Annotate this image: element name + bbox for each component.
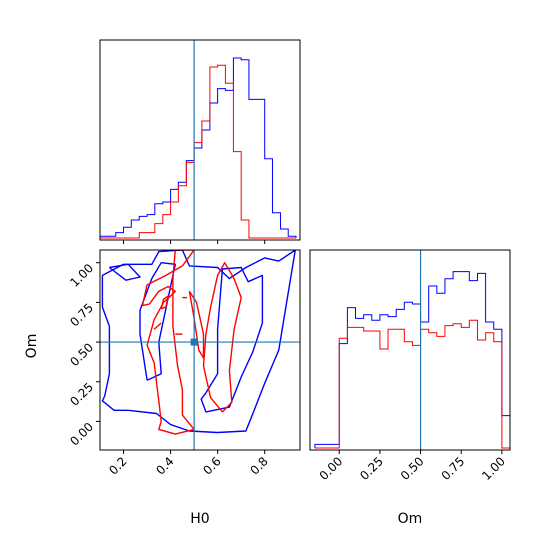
contour-line-blue [101,250,296,434]
contour-y-tick-label: 1.00 [67,261,96,290]
histogram-h0-panel [99,39,301,244]
contour-line-blue [108,263,141,281]
truth-point [190,338,198,346]
contour-x-tick-label: 0.4 [153,454,176,477]
contour-y-tick-label: 0.50 [67,340,96,369]
contour-line-red [153,322,162,330]
y-axis-label-om: Om [24,334,40,359]
contour-y-tick-label: 0.00 [67,420,96,449]
contour-truth-lines [100,250,300,450]
hist-om-tick-label: 0.25 [357,454,386,483]
contour-line-blue [200,266,264,413]
contour-line-blue [139,262,177,381]
hist-om-series-red [314,319,510,449]
histogram-h0-frame [99,39,301,241]
histogram-om-bars [314,271,510,449]
contour-line-red [160,295,169,310]
contour-line-red [141,250,195,435]
hist-om-tick-label: 0.00 [317,454,346,483]
histogram-om-frame [309,249,511,451]
hist-h0-series-blue [99,57,297,238]
contour-lines [101,250,296,435]
contour-x-tick-label: 0.8 [247,454,270,477]
contour-x-tick-label: 0.2 [106,454,129,477]
contour-line-red [202,262,242,413]
hist-om-tick-label: 0.50 [398,454,427,483]
contour-x-tick-label: 0.6 [200,454,223,477]
contour-y-tick-label: 0.75 [67,301,96,330]
histogram-om-panel: 0.00 0.25 0.50 0.75 1.00 Om [309,249,511,527]
x-axis-label-h0: H0 [190,511,209,527]
hist-om-tick-label: 1.00 [479,454,508,483]
contour-y-tick-label: 0.25 [67,380,96,409]
contour-frame [99,249,301,451]
contour-h0-om-panel: 0.2 0.4 0.6 0.8 0.00 0.25 0.50 0.75 1.00 H0 Om [24,249,301,527]
hist-h0-series-red [100,64,296,239]
histogram-om-ticks: 0.00 0.25 0.50 0.75 1.00 [317,450,508,483]
x-axis-label-om: Om [398,511,423,527]
hist-om-tick-label: 0.75 [439,454,468,483]
histogram-h0-ticks [123,240,266,244]
histogram-h0-bars [99,57,297,239]
contour-line-red [188,290,205,359]
hist-om-series-blue [314,271,510,448]
